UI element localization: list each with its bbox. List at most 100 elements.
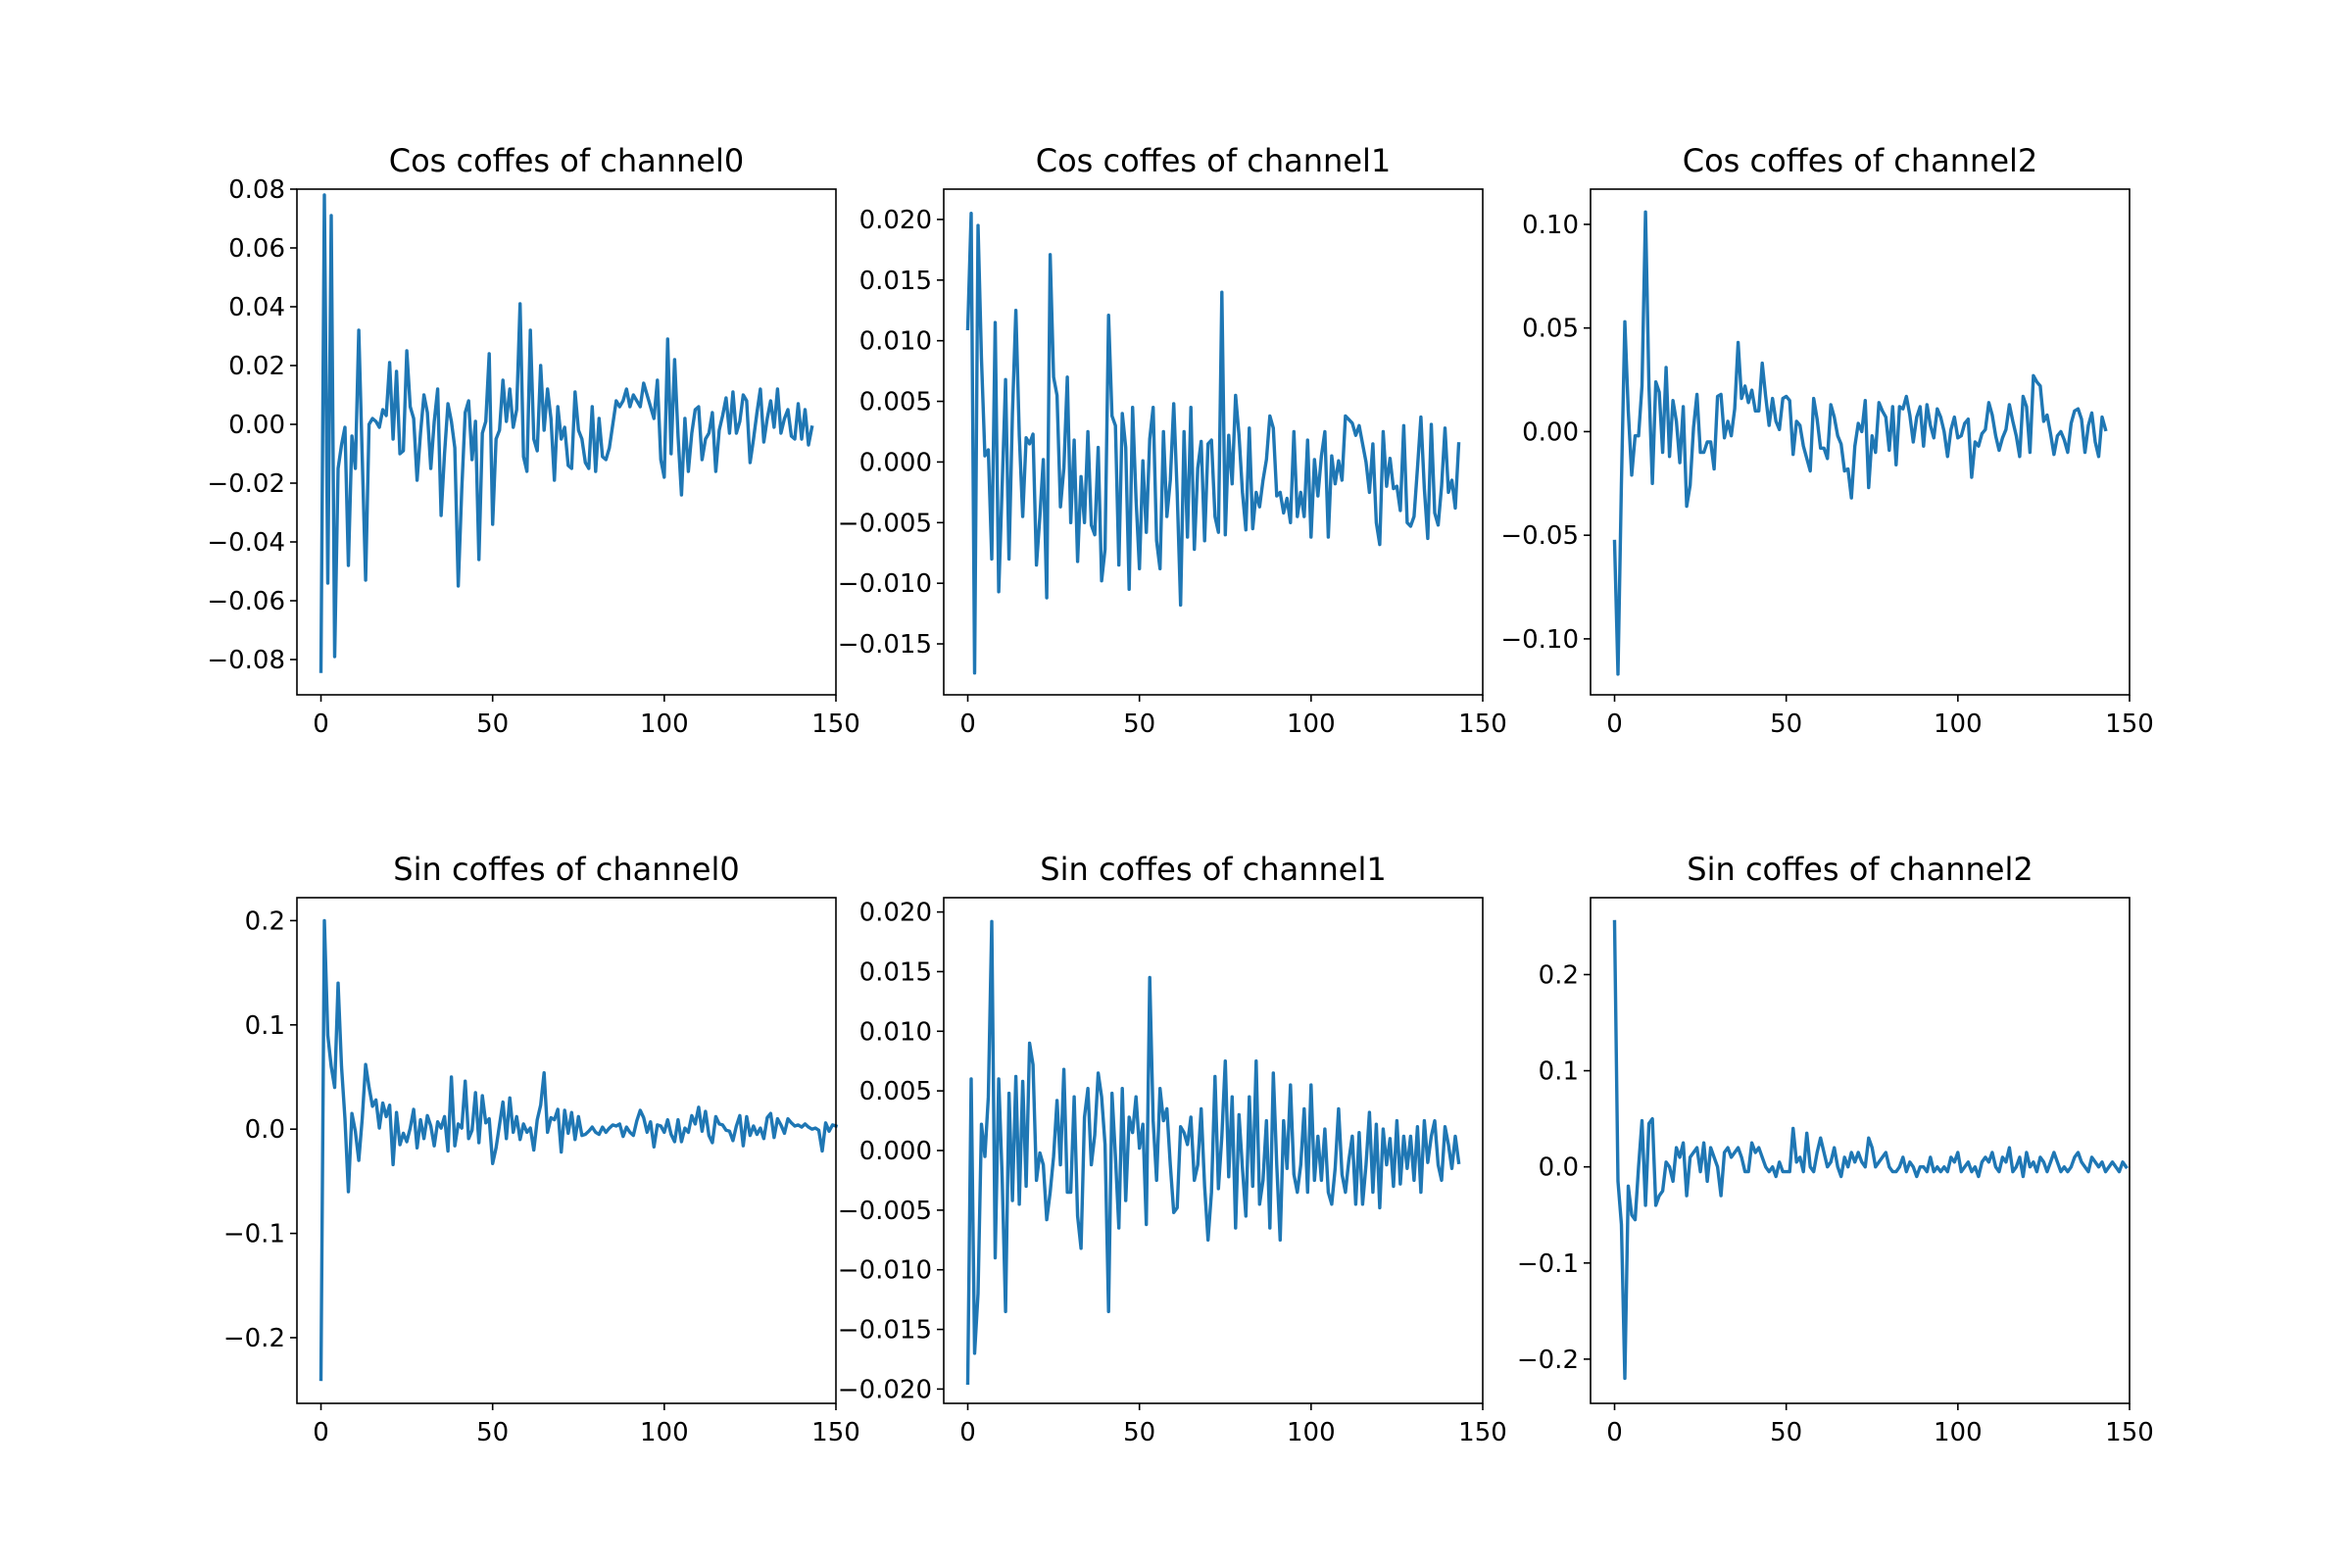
data-point	[639, 1108, 642, 1112]
data-point	[518, 302, 521, 306]
data-point	[1245, 1214, 1248, 1218]
data-point	[1213, 1075, 1217, 1078]
data-point	[1839, 442, 1842, 446]
data-point	[2063, 438, 2066, 442]
data-point	[1206, 1239, 1209, 1242]
data-point	[1179, 1125, 1182, 1128]
data-point	[461, 487, 464, 491]
data-point	[1419, 1191, 1423, 1194]
data-point	[1017, 1202, 1021, 1206]
data-point	[605, 458, 608, 462]
data-point	[1364, 461, 1368, 464]
data-point	[987, 1096, 990, 1099]
data-point	[515, 1115, 518, 1118]
data-point	[1079, 1247, 1083, 1250]
data-point	[1086, 430, 1090, 433]
data-point	[1258, 506, 1261, 509]
y-tick-label: −0.2	[223, 1324, 285, 1353]
data-point	[1135, 497, 1138, 500]
data-point	[973, 1351, 976, 1355]
data-point	[1994, 434, 1997, 437]
data-point	[329, 214, 333, 218]
data-point	[990, 558, 994, 561]
data-point	[432, 419, 436, 423]
data-point	[1076, 1214, 1079, 1218]
data-point	[1007, 1092, 1010, 1095]
data-point	[1795, 419, 1798, 423]
data-point	[635, 1119, 638, 1122]
data-point	[512, 425, 514, 429]
data-point	[653, 416, 656, 420]
data-point	[724, 396, 728, 400]
x-tick-label: 150	[1458, 1418, 1507, 1447]
data-point	[2038, 384, 2042, 388]
data-point	[470, 458, 473, 462]
data-point	[484, 1121, 487, 1125]
data-point	[976, 1292, 980, 1296]
data-point	[564, 1108, 566, 1112]
data-point	[1974, 440, 1977, 444]
data-point	[790, 434, 793, 438]
data-point	[1637, 434, 1641, 437]
data-point	[2056, 1160, 2059, 1164]
data-point	[1833, 1146, 1836, 1150]
data-point	[598, 1133, 601, 1136]
data-point	[464, 411, 466, 415]
data-point	[1245, 528, 1248, 531]
data-point	[498, 1123, 501, 1127]
data-point	[1878, 401, 1881, 404]
data-point	[1299, 1163, 1302, 1166]
data-point	[1227, 434, 1231, 437]
data-point	[329, 1065, 333, 1068]
data-point	[573, 1138, 576, 1142]
data-point	[1643, 211, 1647, 214]
data-point	[1664, 1160, 1668, 1164]
data-point	[1691, 1151, 1695, 1154]
data-point	[1385, 485, 1389, 488]
data-point	[1620, 1223, 1623, 1226]
series-line	[318, 918, 839, 1382]
data-point	[505, 419, 508, 423]
data-point	[1402, 1135, 1405, 1138]
data-point	[1853, 445, 1856, 448]
data-point	[1946, 1170, 1949, 1173]
subplot-2: Cos coffes of channel1 0 50 100 150 −0.015 −0.…	[838, 142, 1507, 739]
data-point	[1350, 421, 1354, 424]
data-point	[772, 1136, 776, 1139]
data-point	[377, 425, 381, 429]
data-point	[1933, 1170, 1936, 1173]
data-point	[831, 1123, 834, 1127]
data-point	[1997, 1170, 2001, 1173]
data-point	[1396, 1119, 1398, 1122]
y-tick-label: 0.010	[859, 327, 932, 357]
data-point	[518, 1138, 521, 1142]
data-point	[509, 1097, 512, 1100]
data-point	[1272, 1071, 1275, 1075]
data-point	[1737, 341, 1740, 344]
data-point	[724, 1129, 728, 1132]
data-point	[673, 358, 676, 362]
data-point	[1409, 1135, 1412, 1138]
data-point	[1457, 442, 1460, 446]
data-point	[1881, 1155, 1885, 1159]
data-point	[1172, 1211, 1175, 1214]
data-point	[398, 1143, 402, 1147]
data-point	[550, 1116, 553, 1119]
data-point	[1210, 438, 1213, 442]
data-point	[543, 428, 546, 432]
data-point	[994, 1256, 997, 1259]
data-point	[1220, 291, 1224, 294]
data-point	[694, 408, 697, 412]
data-point	[694, 1122, 697, 1126]
data-point	[2090, 1155, 2093, 1159]
data-point	[1097, 1071, 1100, 1075]
data-point	[1846, 467, 1849, 470]
data-point	[1320, 1179, 1323, 1182]
data-point	[594, 469, 597, 473]
y-tick-label: 0.010	[859, 1017, 932, 1047]
y-tick-label: 0.2	[245, 906, 285, 936]
data-point	[2093, 1160, 2097, 1164]
data-point	[793, 437, 797, 441]
data-point	[1771, 1165, 1774, 1168]
